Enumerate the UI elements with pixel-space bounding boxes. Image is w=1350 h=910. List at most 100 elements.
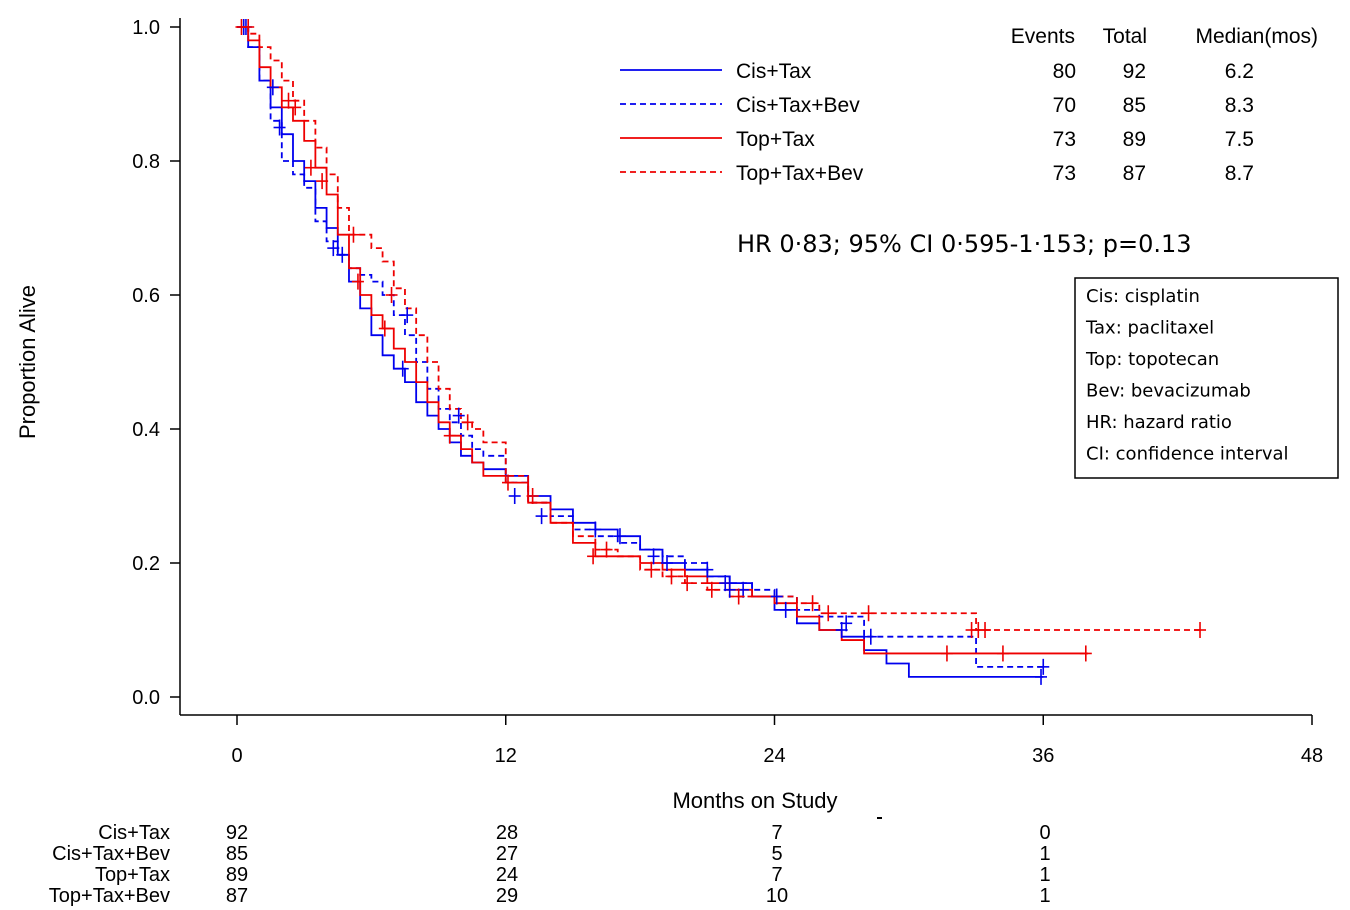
risk-count: 0: [1039, 822, 1050, 844]
y-ticks: 0.0 0.2 0.4 0.6 0.8 1.0: [132, 17, 180, 709]
legend-name: Cis+Tax+Bev: [736, 94, 860, 117]
censor-mark: [396, 360, 409, 377]
censor-mark: [289, 99, 302, 116]
censor-mark: [701, 561, 714, 578]
censor-mark: [316, 173, 329, 190]
abbreviation-line: CI: confidence interval: [1086, 444, 1289, 465]
censor-mark: [273, 119, 286, 136]
censor-mark: [647, 548, 660, 565]
legend-name: Top+Tax+Bev: [736, 162, 864, 185]
legend-total: 85: [1123, 94, 1146, 117]
censor-mark: [979, 622, 992, 638]
censor-mark: [840, 615, 853, 632]
series-line-cis-tax-bev: [237, 26, 1044, 668]
risk-count: 1: [1039, 864, 1050, 886]
series-line-top-tax: [237, 26, 1089, 655]
legend-events: 80: [1053, 60, 1076, 83]
legend-header-median: Median(mos): [1195, 25, 1318, 48]
y-tick-label: 1.0: [132, 17, 160, 39]
censor-mark: [681, 575, 694, 592]
x-ticks: 0 12 24 36 48: [231, 715, 1323, 767]
censor-mark: [589, 521, 602, 538]
censor-mark: [600, 541, 613, 558]
censor-mark: [535, 508, 548, 525]
censor-mark: [461, 414, 474, 431]
risk-count: 29: [496, 885, 518, 907]
censor-mark: [452, 407, 465, 424]
series-line-cis-tax: [237, 26, 1044, 678]
censor-mark: [645, 561, 658, 578]
y-tick-label: 0.6: [132, 285, 160, 307]
censor-mark: [304, 159, 317, 176]
censor-mark: [1194, 622, 1207, 638]
y-axis-title: Proportion Alive: [15, 285, 40, 439]
censor-mark: [661, 555, 673, 571]
x-tick-label: 24: [763, 745, 785, 767]
censor-mark: [508, 488, 521, 504]
risk-count: 28: [496, 822, 518, 844]
legend-median: 8.7: [1225, 162, 1254, 185]
legend-total: 87: [1123, 162, 1146, 185]
risk-count: 87: [226, 885, 248, 907]
censor-mark: [351, 273, 364, 290]
abbreviations-box-border: [1074, 277, 1339, 479]
censor-mark: [770, 588, 783, 605]
abbreviation-line: Cis: cisplatin: [1086, 286, 1200, 307]
x-tick-label: 48: [1301, 745, 1323, 767]
legend-events: 70: [1053, 94, 1076, 117]
censor-marks: [235, 19, 1207, 685]
legend-median: 6.2: [1225, 60, 1254, 83]
censor-mark: [347, 226, 360, 243]
censor-mark: [719, 575, 732, 592]
risk-count: 1: [1039, 843, 1050, 865]
censor-mark: [378, 320, 391, 337]
censor-mark: [587, 548, 600, 565]
censor-mark: [613, 528, 626, 545]
risk-count: 89: [226, 864, 248, 886]
y-tick-label: 0.8: [132, 151, 160, 173]
risk-count: 10: [766, 885, 788, 907]
censor-mark: [732, 588, 745, 605]
x-tick-label: 12: [495, 745, 517, 767]
censor-mark: [327, 240, 340, 257]
censor-mark: [242, 19, 255, 35]
censor-mark: [996, 645, 1009, 662]
number-at-risk-table: Cis+Tax 92 28 7 0 Cis+Tax+Bev 85 27 5 1 Top+Tax 89 2…: [49, 822, 1051, 907]
abbreviation-line: Tax: paclitaxel: [1085, 318, 1214, 339]
y-tick-label: 0.4: [132, 419, 160, 441]
censor-mark: [443, 427, 456, 444]
censor-mark: [526, 488, 539, 504]
censor-mark: [1035, 668, 1048, 685]
abbreviations-box: Cis: cisplatin Tax: paclitaxel Top: topote…: [1074, 277, 1339, 479]
censor-mark: [385, 287, 398, 303]
legend-name: Cis+Tax: [736, 60, 812, 83]
risk-count: 24: [496, 864, 518, 886]
censor-mark: [822, 605, 835, 622]
abbreviation-line: Top: topotecan: [1085, 349, 1219, 370]
abbreviation-line: Bev: bevacizumab: [1086, 381, 1251, 402]
censor-mark: [705, 581, 718, 598]
series-lines: [237, 26, 1201, 678]
legend-events: 73: [1053, 162, 1076, 185]
hazard-ratio-annotation: HR 0·83; 95% CI 0·595-1·153; p=0.13: [737, 230, 1192, 258]
risk-count: 1: [1039, 885, 1050, 907]
risk-count: 85: [226, 843, 248, 865]
risk-count: 5: [771, 843, 782, 865]
legend-events: 73: [1053, 128, 1076, 151]
censor-mark: [864, 628, 877, 645]
risk-row-label: Top+Tax+Bev: [49, 885, 170, 907]
legend-total: 89: [1123, 128, 1146, 151]
censor-mark: [665, 568, 678, 585]
censor-mark: [940, 645, 953, 662]
abbreviation-line: HR: hazard ratio: [1086, 412, 1232, 433]
censor-mark: [336, 246, 349, 263]
censor-mark: [862, 605, 875, 622]
risk-row-label: Cis+Tax+Bev: [52, 843, 170, 865]
censor-mark: [266, 79, 279, 96]
x-axis-title: Months on Study: [672, 788, 837, 813]
risk-row-label: Cis+Tax: [98, 822, 170, 844]
y-tick-label: 0.0: [132, 687, 160, 709]
censor-mark: [1037, 658, 1050, 675]
legend-median: 7.5: [1225, 128, 1254, 151]
